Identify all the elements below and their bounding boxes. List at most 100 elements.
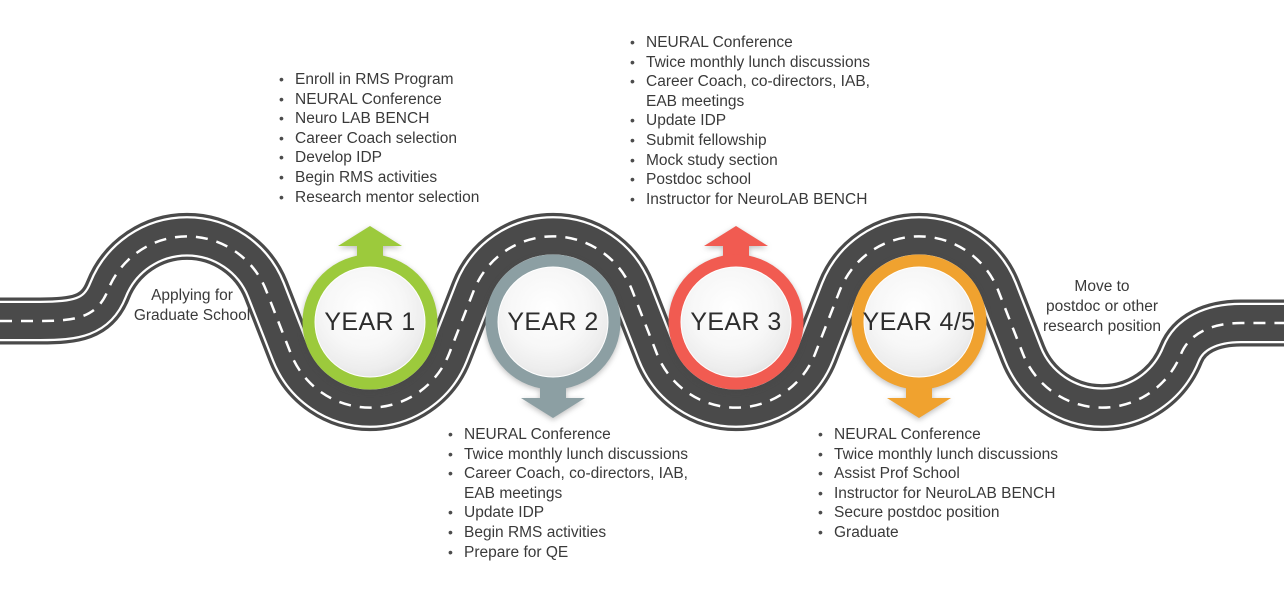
bullet-icon: • [818, 484, 823, 501]
milestone-face [863, 266, 975, 378]
list-item: • NEURAL Conference [630, 33, 870, 53]
list-item-text: Begin RMS activities [464, 523, 607, 541]
list-item-text: Secure postdoc position [834, 504, 1000, 522]
list-item-text: Enroll in RMS Program [295, 71, 454, 88]
list-item: • Develop IDP [279, 148, 479, 168]
list-item: • Career Coach, co-directors, IAB, EAB m… [630, 72, 870, 111]
year3-activities-list: • NEURAL Conference • Twice monthly lunc… [630, 33, 870, 209]
list-item: • Prepare for QE [448, 543, 688, 563]
year1-activities-list: • Enroll in RMS Program • NEURAL Confere… [279, 70, 479, 207]
list-item-text: Neuro LAB BENCH [295, 110, 430, 128]
bullet-icon: • [630, 53, 635, 70]
list-item-text: Career Coach, co-directors, IAB, EAB mee… [464, 465, 688, 502]
list-item: • Update IDP [448, 503, 688, 523]
year45-activities-list: • NEURAL Conference • Twice monthly lunc… [818, 425, 1058, 543]
bullet-icon: • [630, 151, 635, 168]
list-item-text: Submit fellowship [646, 131, 767, 149]
year1-label: YEAR 1 [324, 308, 416, 336]
milestone-face [497, 266, 609, 378]
list-item-text: NEURAL Conference [295, 90, 442, 108]
list-item-text: Postdoc school [646, 171, 752, 189]
list-item-text: Instructor for NeuroLAB BENCH [646, 190, 868, 208]
list-item: • Secure postdoc position [818, 503, 1058, 523]
up-arrow-icon [704, 226, 768, 260]
list-item: • Instructor for NeuroLAB BENCH [818, 484, 1058, 504]
list-item-text: Update IDP [464, 504, 545, 522]
year2-activities-list: • NEURAL Conference • Twice monthly lunc… [448, 425, 688, 562]
bullet-icon: • [279, 110, 284, 127]
list-item: • Career Coach, co-directors, IAB, EAB m… [448, 464, 688, 503]
up-arrow-icon [338, 226, 402, 260]
list-item: • Begin RMS activities [448, 523, 688, 543]
milestone-year3 [668, 226, 804, 390]
list-item: • Twice monthly lunch discussions [448, 445, 688, 465]
road-center-dashes [0, 235, 1284, 409]
list-item-text: Career Coach selection [295, 129, 457, 147]
down-arrow-icon [887, 384, 951, 418]
list-item: • Enroll in RMS Program [279, 70, 479, 90]
bullet-icon: • [630, 112, 635, 129]
milestone-ring [851, 254, 987, 390]
list-item: • Instructor for NeuroLAB BENCH [630, 190, 870, 210]
list-item-text: Develop IDP [295, 149, 383, 167]
list-item: • Research mentor selection [279, 188, 479, 208]
list-item-text: Prepare for QE [464, 543, 569, 561]
milestone-year45 [851, 254, 987, 418]
milestone-year2 [485, 254, 621, 418]
bullet-icon: • [279, 149, 284, 166]
list-item: • NEURAL Conference [279, 90, 479, 110]
list-item-text: Mock study section [646, 151, 778, 169]
bullet-icon: • [818, 445, 823, 462]
list-item: • NEURAL Conference [448, 425, 688, 445]
list-item-text: Instructor for NeuroLAB BENCH [834, 484, 1056, 502]
list-item-text: Twice monthly lunch discussions [646, 53, 870, 71]
list-item-text: Career Coach, co-directors, IAB, EAB mee… [646, 73, 870, 110]
list-item-text: Twice monthly lunch discussions [834, 445, 1058, 463]
bullet-icon: • [448, 426, 453, 442]
list-item-text: Begin RMS activities [295, 168, 438, 186]
bullet-icon: • [448, 523, 453, 540]
bullet-icon: • [630, 34, 635, 50]
list-item: • Neuro LAB BENCH [279, 109, 479, 129]
bullet-icon: • [630, 73, 635, 90]
list-item: • Begin RMS activities [279, 168, 479, 188]
bullet-icon: • [630, 171, 635, 188]
year3-label: YEAR 3 [690, 308, 782, 336]
list-item-text: Twice monthly lunch discussions [464, 445, 688, 463]
milestone-ring [668, 254, 804, 390]
list-item: • Graduate [818, 523, 1058, 543]
bullet-icon: • [630, 131, 635, 148]
list-item-text: NEURAL Conference [646, 34, 793, 51]
down-arrow-icon [521, 384, 585, 418]
list-item: • Postdoc school [630, 170, 870, 190]
list-item: • Mock study section [630, 151, 870, 171]
list-item-text: NEURAL Conference [834, 426, 981, 443]
bullet-icon: • [448, 504, 453, 521]
bullet-icon: • [630, 190, 635, 207]
list-item: • Update IDP [630, 111, 870, 131]
bullet-icon: • [818, 523, 823, 540]
road [0, 212, 1284, 432]
list-item: • Submit fellowship [630, 131, 870, 151]
bullet-icon: • [448, 445, 453, 462]
milestone-ring [302, 254, 438, 390]
milestone-face [314, 266, 426, 378]
list-item: • Twice monthly lunch discussions [818, 445, 1058, 465]
bullet-icon: • [448, 465, 453, 482]
bullet-icon: • [818, 426, 823, 442]
list-item: • Assist Prof School [818, 464, 1058, 484]
list-item-text: Assist Prof School [834, 465, 960, 483]
bullet-icon: • [279, 188, 284, 205]
milestone-year1 [302, 226, 438, 390]
bullet-icon: • [448, 543, 453, 560]
bullet-icon: • [818, 504, 823, 521]
list-item: • NEURAL Conference [818, 425, 1058, 445]
list-item: • Twice monthly lunch discussions [630, 53, 870, 73]
milestone-ring [485, 254, 621, 390]
bullet-icon: • [818, 465, 823, 482]
bullet-icon: • [279, 90, 284, 107]
list-item-text: Graduate [834, 523, 899, 541]
start-caption: Applying for Graduate School [133, 287, 251, 324]
